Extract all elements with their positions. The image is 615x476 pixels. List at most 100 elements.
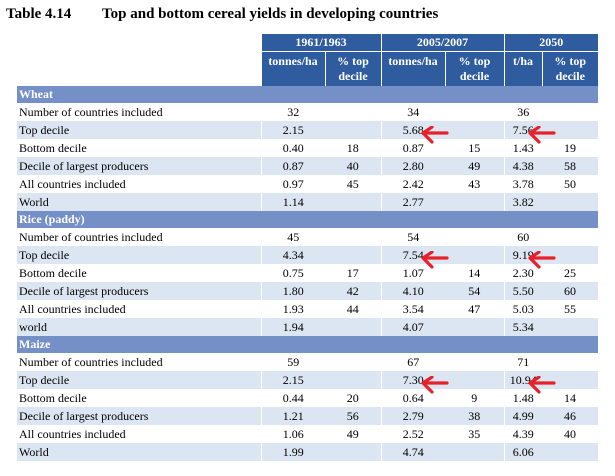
table-cell: 1.14 bbox=[260, 193, 325, 211]
table-row: Bottom decile 0.75 17 1.07 14 2.30 25 bbox=[17, 264, 598, 282]
table-cell: 1.93 bbox=[260, 300, 325, 318]
unit-header: tonnes/ha bbox=[260, 51, 325, 86]
table-cell: 1.94 bbox=[260, 318, 325, 336]
left-arrow-icon bbox=[421, 251, 449, 269]
table-row: Number of countries included 59 67 71 bbox=[17, 353, 598, 371]
row-label: world bbox=[17, 318, 261, 336]
table-row: Decile of largest producers 1.21 56 2.79 38 4… bbox=[17, 407, 598, 425]
row-label: All countries included bbox=[19, 301, 126, 316]
table-cell: 19 bbox=[564, 140, 576, 155]
table-cell bbox=[542, 371, 598, 389]
table-cell: 71 bbox=[503, 353, 542, 371]
table-cell bbox=[542, 103, 598, 121]
table-cell: 2.42 bbox=[380, 175, 445, 193]
table-row: Top decile 2.15 5.68 7.56 bbox=[17, 121, 598, 139]
table-cell: 4.38 bbox=[503, 157, 542, 175]
table-cell: 60 bbox=[542, 282, 598, 300]
period-header: 2050 bbox=[503, 34, 598, 52]
table-cell: 4.74 bbox=[380, 443, 445, 461]
table-cell bbox=[325, 318, 381, 336]
top-decile-pct-header: % top decile bbox=[541, 51, 598, 86]
table-cell bbox=[325, 228, 381, 246]
left-arrow-icon bbox=[527, 251, 556, 269]
left-arrow-icon bbox=[421, 126, 449, 144]
row-label: All countries included bbox=[19, 176, 126, 191]
row-label: Bottom decile bbox=[19, 140, 87, 155]
table-cell bbox=[325, 121, 381, 139]
table-cell: 1.07 bbox=[380, 264, 445, 282]
table-cell: 49 bbox=[346, 426, 359, 441]
table-cell: 9 bbox=[471, 390, 478, 405]
table-cell: 0.44 bbox=[260, 389, 325, 407]
table-cell: 35 bbox=[468, 426, 481, 441]
table-row: All countries included 1.93 44 3.54 47 5.03 55 bbox=[17, 300, 598, 318]
table-cell: 0.97 bbox=[260, 175, 325, 193]
row-label: Decile of largest producers bbox=[17, 407, 261, 425]
table-cell bbox=[325, 246, 381, 264]
table-cell bbox=[445, 228, 504, 246]
table-cell: 15 bbox=[468, 140, 481, 155]
table-row: All countries included 0.97 45 2.42 43 3.78 50 bbox=[17, 175, 598, 193]
section-header-row: Rice (paddy) bbox=[17, 211, 598, 228]
table-row: Top decile 4.34 7.54 9.19 bbox=[17, 246, 598, 264]
table-cell: 3.54 bbox=[380, 300, 445, 318]
table-cell: 40 bbox=[325, 157, 381, 175]
table-row: Bottom decile 0.44 20 0.64 9 1.48 14 bbox=[17, 389, 598, 407]
table-row: All countries included 1.06 49 2.52 35 4.39 40 bbox=[17, 425, 598, 443]
row-label: Decile of largest producers bbox=[17, 157, 261, 175]
table-cell bbox=[542, 121, 598, 139]
table-cell: 3.82 bbox=[503, 193, 542, 211]
section-name: Maize bbox=[17, 336, 598, 353]
table-cell bbox=[325, 443, 381, 461]
table-cell: 45 bbox=[260, 228, 325, 246]
section-header-row: Maize bbox=[17, 336, 598, 353]
table-cell: 2.15 bbox=[260, 121, 325, 139]
table-cell: 43 bbox=[468, 176, 481, 191]
row-label: Decile of largest producers bbox=[17, 282, 261, 300]
period-header: 2005/2007 bbox=[380, 34, 504, 52]
row-label: World bbox=[17, 443, 261, 461]
table-cell: 67 bbox=[380, 353, 445, 371]
table-cell: 60 bbox=[503, 228, 542, 246]
table-cell: 14 bbox=[564, 390, 576, 405]
table-cell: 4.07 bbox=[380, 318, 445, 336]
table-cell bbox=[445, 193, 504, 211]
table-cell bbox=[445, 103, 504, 121]
section-name: Rice (paddy) bbox=[17, 211, 598, 228]
row-label: Bottom decile bbox=[19, 390, 87, 405]
row-label: All countries included bbox=[19, 426, 126, 441]
table-cell: 46 bbox=[542, 407, 598, 425]
table-cell: 2.80 bbox=[380, 157, 445, 175]
row-label: World bbox=[17, 193, 261, 211]
table-cell bbox=[542, 318, 598, 336]
table-cell: 42 bbox=[325, 282, 381, 300]
row-label: Number of countries included bbox=[19, 354, 163, 369]
unit-header: t/ha bbox=[503, 51, 542, 86]
table-cell bbox=[542, 353, 598, 371]
table-row: world 1.94 4.07 5.34 bbox=[17, 318, 598, 336]
row-label: Top decile bbox=[17, 371, 261, 389]
table-cell bbox=[445, 443, 504, 461]
table-cell: 2.30 bbox=[503, 264, 542, 282]
table-cell bbox=[325, 193, 381, 211]
table-row: Number of countries included 45 54 60 bbox=[17, 228, 598, 246]
table-cell: 32 bbox=[260, 103, 325, 121]
table-cell bbox=[542, 228, 598, 246]
table-cell: 2.15 bbox=[260, 371, 325, 389]
table-cell: 0.75 bbox=[260, 264, 325, 282]
table-cell: 40 bbox=[564, 426, 576, 441]
table-cell: 44 bbox=[346, 301, 359, 316]
table-cell: 34 bbox=[380, 103, 445, 121]
table-cell: 47 bbox=[468, 301, 481, 316]
table-cell: 2.77 bbox=[380, 193, 445, 211]
table-cell: 20 bbox=[346, 390, 359, 405]
table-cell: 36 bbox=[503, 103, 542, 121]
top-decile-pct-header: % top decile bbox=[324, 51, 381, 86]
table-cell: 49 bbox=[445, 157, 504, 175]
table-cell: 50 bbox=[564, 176, 576, 191]
table-cell: 38 bbox=[445, 407, 504, 425]
unit-header: tonnes/ha bbox=[380, 51, 445, 86]
cereal-yields-table: 1961/1963 2005/2007 2050 tonnes/ha% top … bbox=[17, 34, 598, 461]
table-cell: 1.48 bbox=[503, 389, 542, 407]
row-label: Number of countries included bbox=[19, 229, 163, 244]
